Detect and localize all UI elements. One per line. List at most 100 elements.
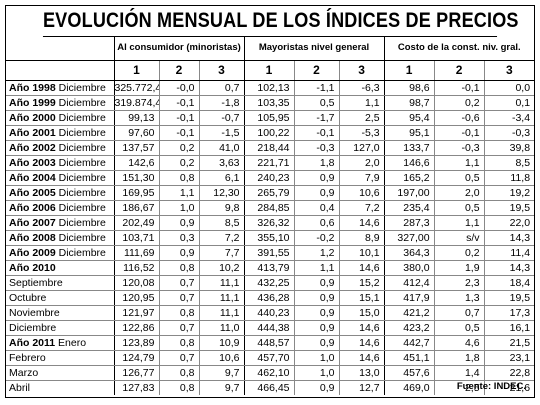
table-cell: 0,9 [293, 320, 340, 336]
subheader-row: 1 2 3 1 2 3 1 2 3 [6, 60, 534, 81]
table-cell: 391,55 [243, 245, 295, 261]
table-cell: 13,0 [338, 365, 385, 381]
table-cell: 0,3 [158, 230, 199, 246]
table-cell: 121,97 [113, 305, 159, 321]
table-cell: 100,22 [243, 125, 295, 141]
price-index-table: Al consumidor (minoristas) Mayoristas ni… [6, 37, 534, 395]
table-body: Año 1998 Diciembre 325.772,4 -0,0 0,7 102,13… [6, 80, 534, 395]
table-cell: 287,3 [383, 215, 435, 231]
table-cell: 432,25 [243, 275, 295, 291]
table-cell: 16,1 [483, 320, 534, 336]
row-month: Diciembre [9, 321, 57, 334]
table-cell: 151,30 [113, 170, 159, 186]
table-cell: 319.874,4 [113, 95, 159, 111]
table-cell: 21,5 [483, 335, 534, 351]
table-cell: 1,9 [433, 260, 485, 276]
table-cell: 11,0 [198, 320, 245, 336]
table-cell: 423,2 [383, 320, 435, 336]
table-cell: 2,3 [433, 275, 485, 291]
table-cell: 0,5 [433, 320, 485, 336]
table-cell: 15,2 [338, 275, 385, 291]
table-cell: 98,6 [383, 80, 435, 96]
table-cell: 126,77 [113, 365, 159, 381]
row-month: Diciembre [58, 201, 106, 214]
table-cell: -6,3 [338, 80, 385, 96]
table-cell: 95,1 [383, 125, 435, 141]
row-label: Año 2006 Diciembre [6, 200, 114, 216]
table-cell: 98,7 [383, 95, 435, 111]
table-cell: 355,10 [243, 230, 295, 246]
table-row: Año 2000 Diciembre 99,13 -0,1 -0,7 105,95 -1,… [6, 110, 534, 126]
table-cell: 2,0 [338, 155, 385, 171]
table-cell: 14,6 [338, 335, 385, 351]
row-year: Año 2007 [9, 216, 56, 229]
subheader: 3 [198, 60, 245, 81]
row-month: Diciembre [58, 111, 106, 124]
table-row: Año 2008 Diciembre 103,71 0,3 7,2 355,10 -0,2… [6, 230, 534, 246]
row-label: Año 2002 Diciembre [6, 140, 114, 156]
row-month: Diciembre [58, 216, 106, 229]
table-cell: -0,6 [433, 110, 485, 126]
table-cell: 3,63 [198, 155, 245, 171]
table-cell: 421,2 [383, 305, 435, 321]
price-index-panel: EVOLUCIÓN MENSUAL DE LOS ÍNDICES DE PREC… [5, 5, 535, 398]
table-cell: 8,9 [338, 230, 385, 246]
table-cell: 165,2 [383, 170, 435, 186]
row-month: Diciembre [58, 186, 106, 199]
row-year: Año 2009 [9, 246, 56, 259]
table-cell: 4,6 [433, 335, 485, 351]
table-cell: 197,00 [383, 185, 435, 201]
table-cell: 436,28 [243, 290, 295, 306]
row-label: Año 2004 Diciembre [6, 170, 114, 186]
row-label: Año 2007 Diciembre [6, 215, 114, 231]
table-cell: 451,1 [383, 350, 435, 366]
table-cell: -1,7 [293, 110, 340, 126]
table-cell: 19,5 [483, 290, 534, 306]
table-cell: 9,8 [198, 200, 245, 216]
table-cell: -0,3 [483, 125, 534, 141]
table-cell: 15,0 [338, 305, 385, 321]
table-cell: -0,1 [433, 125, 485, 141]
table-cell: -1,5 [198, 125, 245, 141]
row-year: Año 2002 [9, 141, 56, 154]
table-cell: 0,9 [293, 185, 340, 201]
table-cell: 0,4 [293, 200, 340, 216]
table-cell: 9,7 [198, 365, 245, 381]
table-cell: 466,45 [243, 380, 295, 395]
row-month: Diciembre [58, 246, 106, 259]
table-row: Año 2007 Diciembre 202,49 0,9 8,5 326,32 0,6 1… [6, 215, 534, 231]
table-cell: 218,44 [243, 140, 295, 156]
table-cell: 0,8 [158, 305, 199, 321]
row-year: Año 2003 [9, 156, 56, 169]
table-cell: 22,0 [483, 215, 534, 231]
row-label: Octubre [6, 290, 114, 306]
table-row: Año 2001 Diciembre 97,60 -0,1 -1,5 100,22 -0,… [6, 125, 534, 141]
table-cell: 0,8 [158, 380, 199, 395]
table-cell: 10,9 [198, 335, 245, 351]
table-cell: 0,9 [293, 290, 340, 306]
table-cell: 10,6 [198, 350, 245, 366]
table-cell: 284,85 [243, 200, 295, 216]
table-cell: 1,0 [293, 350, 340, 366]
subheader: 2 [433, 60, 485, 81]
row-year: Año 2011 [9, 336, 56, 349]
subheader: 1 [383, 60, 435, 81]
table-cell: 1,0 [293, 365, 340, 381]
group-header-wholesale: Mayoristas nivel general [243, 37, 385, 61]
table-cell: 120,08 [113, 275, 159, 291]
table-cell: 0,7 [198, 80, 245, 96]
row-label: Septiembre [6, 275, 114, 291]
row-month: Septiembre [9, 276, 63, 289]
table-cell: 14,6 [338, 320, 385, 336]
table-row: Año 2002 Diciembre 137,57 0,2 41,0 218,44 -0,… [6, 140, 534, 156]
table-cell: 9,7 [198, 380, 245, 395]
table-cell: 0,5 [293, 95, 340, 111]
table-cell: 111,69 [113, 245, 159, 261]
table-row: Septiembre 120,08 0,7 11,1 432,25 0,9 15,2 412,… [6, 275, 534, 291]
row-label: Año 2001 Diciembre [6, 125, 114, 141]
table-cell: 1,1 [433, 215, 485, 231]
table-cell: 0,9 [293, 335, 340, 351]
row-label: Abril [6, 380, 114, 395]
table-cell: 10,2 [198, 260, 245, 276]
table-cell: 0,8 [158, 335, 199, 351]
